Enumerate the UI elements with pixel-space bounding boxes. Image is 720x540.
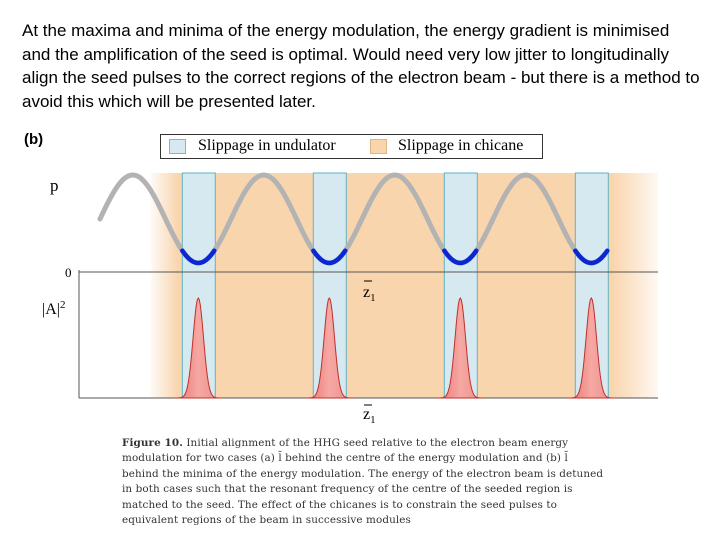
z-label-top-sub: 1 [370,292,376,304]
legend-label-undulator: Slippage in undulator [198,137,336,154]
figure-legend: Slippage in undulator Slippage in chican… [160,134,543,159]
legend-swatch-undulator [169,139,186,154]
legend-swatch-chicane [370,139,387,154]
intro-paragraph: At the maxima and minima of the energy m… [22,21,700,111]
minimum-highlight [180,248,217,266]
chicane-regions [148,173,658,398]
caption-text: Initial alignment of the HHG seed relati… [122,437,604,527]
top-ylabel: p [50,176,59,195]
seed-pulse [305,296,354,399]
chicane-fade-left [148,173,178,398]
z-label-bottom-sub: 1 [370,414,376,426]
minima-highlights [180,248,610,266]
seed-pulse [174,296,223,399]
seed-pulses [174,296,616,399]
bottom-ylabel-base: |A| [42,301,60,318]
panel-label: (b) [24,131,44,148]
seed-pulse [436,296,485,399]
svg-text:z1: z1 [363,406,376,426]
z-label-top: z1 [363,280,376,304]
seed-pulse [567,296,616,399]
z-label-bottom-base: z [363,406,370,423]
bottom-ylabel-sup: 2 [60,299,66,311]
zero-label: 0 [65,265,72,280]
figure-caption: Figure 10. Initial alignment of the HHG … [122,436,606,528]
minimum-highlight [442,248,479,266]
z-label-top-base: z [363,284,370,301]
z-label-bottom: z1 [363,404,376,426]
legend-label-chicane: Slippage in chicane [398,137,524,154]
chicane-fade-right [612,173,658,398]
bottom-ylabel: |A|2 [42,299,65,318]
caption-figure-label: Figure 10. [122,437,183,449]
minimum-highlight [573,248,610,266]
svg-text:z1: z1 [363,284,376,304]
minimum-highlight [311,248,348,266]
